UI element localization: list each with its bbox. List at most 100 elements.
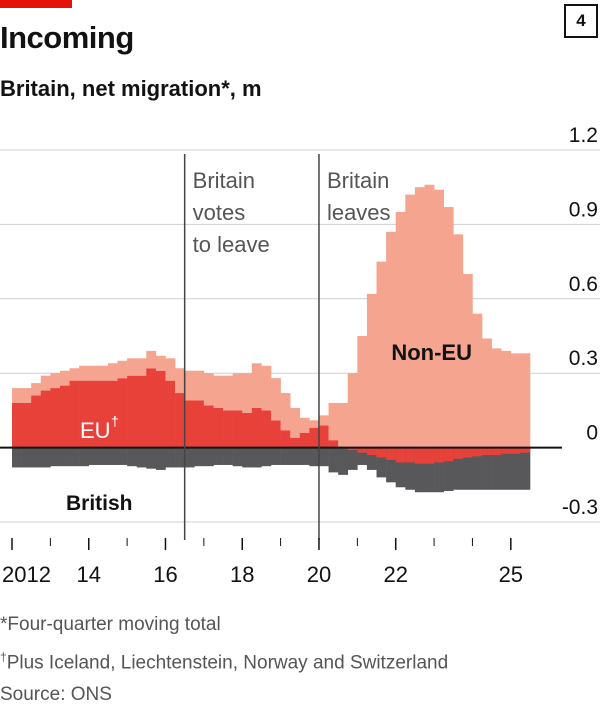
bar-british — [127, 447, 138, 467]
bar-eu — [443, 447, 454, 462]
bar-british — [299, 447, 310, 465]
bar-eu — [251, 407, 262, 448]
bar-non-eu — [251, 363, 262, 408]
bar-eu — [232, 410, 243, 448]
footnote-eu-text: Plus Iceland, Liechtenstein, Norway and … — [6, 652, 449, 674]
x-tick-label: 18 — [230, 562, 254, 587]
bar-eu — [165, 380, 176, 448]
bar-british — [290, 447, 301, 465]
bar-british — [69, 447, 80, 467]
bar-non-eu — [98, 365, 109, 381]
bar-non-eu — [261, 365, 272, 411]
bar-british — [405, 447, 416, 490]
chart-number-badge: 4 — [564, 4, 598, 38]
bar-non-eu — [376, 261, 387, 448]
bar-british — [194, 447, 205, 467]
bar-eu — [271, 420, 281, 448]
x-tick-label: 22 — [383, 562, 407, 587]
bar-non-eu — [40, 375, 51, 391]
bar-british — [213, 447, 224, 465]
y-tick-label: 0 — [586, 422, 598, 445]
bar-british — [88, 447, 99, 465]
bar-non-eu — [175, 368, 185, 394]
bar-british — [175, 447, 185, 468]
bar-british — [501, 447, 512, 490]
bar-british — [21, 447, 32, 468]
bar-british — [59, 447, 70, 467]
bar-non-eu — [203, 373, 214, 406]
bar-non-eu — [491, 348, 502, 448]
bar-british — [318, 447, 329, 467]
bar-british — [117, 447, 128, 465]
bar-eu — [280, 430, 291, 448]
bar-british — [98, 447, 109, 465]
bar-non-eu — [443, 207, 454, 448]
bar-non-eu — [165, 358, 176, 381]
bar-non-eu — [472, 313, 483, 448]
bar-eu — [520, 447, 531, 453]
bar-non-eu — [414, 187, 425, 448]
bar-eu — [31, 395, 42, 448]
bar-british — [357, 447, 368, 465]
bar-non-eu — [136, 358, 147, 376]
bar-non-eu — [69, 368, 80, 381]
bar-eu — [136, 375, 147, 448]
x-tick-label: 25 — [499, 562, 523, 587]
bar-british — [386, 447, 397, 483]
bar-eu — [434, 447, 444, 463]
bar-eu — [59, 385, 70, 448]
bar-non-eu — [357, 336, 368, 448]
annotation-text: to leave — [193, 232, 270, 257]
bar-eu — [50, 388, 61, 448]
bar-non-eu — [146, 350, 157, 369]
bar-eu — [299, 432, 310, 448]
bar-british — [261, 447, 272, 467]
bar-non-eu — [88, 365, 99, 381]
bar-eu — [510, 447, 521, 454]
bar-eu — [261, 410, 272, 448]
bar-british — [482, 447, 492, 490]
footnote-moving-total: *Four-quarter moving total — [0, 614, 221, 635]
bar-non-eu — [501, 350, 512, 448]
bar-eu — [98, 380, 109, 448]
bar-british — [309, 447, 320, 467]
bar-british — [338, 447, 349, 475]
bar-eu — [69, 380, 80, 448]
bar-non-eu — [280, 393, 291, 431]
bar-eu — [107, 380, 118, 448]
bar-eu — [12, 402, 22, 448]
bar-non-eu — [31, 383, 42, 396]
annotation-text: Britain — [193, 168, 255, 193]
y-tick-label: 0.6 — [569, 273, 598, 296]
bar-eu — [366, 447, 377, 456]
bar-british — [155, 447, 166, 470]
bar-british — [12, 447, 22, 468]
series-label-eu: EU — [80, 418, 111, 443]
bar-eu — [21, 402, 32, 448]
bar-eu — [453, 447, 464, 459]
bar-british — [31, 447, 42, 468]
migration-chart: Britain votes to leave Britain leaves 2012 14 1… — [0, 124, 600, 587]
bar-british — [472, 447, 483, 490]
bar-non-eu — [242, 373, 253, 413]
bar-non-eu — [309, 420, 320, 428]
bar-non-eu — [155, 355, 166, 371]
bar-non-eu — [79, 365, 90, 381]
bar-non-eu — [290, 407, 301, 438]
bar-non-eu — [194, 370, 205, 401]
bar-non-eu — [184, 370, 195, 401]
bar-british — [136, 447, 147, 468]
bar-british — [434, 447, 444, 493]
bar-eu — [347, 447, 358, 451]
brand-accent-bar — [0, 0, 72, 8]
bar-eu — [88, 380, 99, 448]
bar-british — [424, 447, 435, 493]
bar-non-eu — [338, 402, 349, 448]
bar-non-eu — [12, 388, 22, 403]
bar-non-eu — [50, 373, 61, 389]
bar-eu — [318, 425, 329, 448]
y-tick-label: 0.3 — [569, 347, 598, 370]
bar-british — [165, 447, 176, 468]
bar-british — [107, 447, 118, 465]
bar-non-eu — [405, 194, 416, 448]
